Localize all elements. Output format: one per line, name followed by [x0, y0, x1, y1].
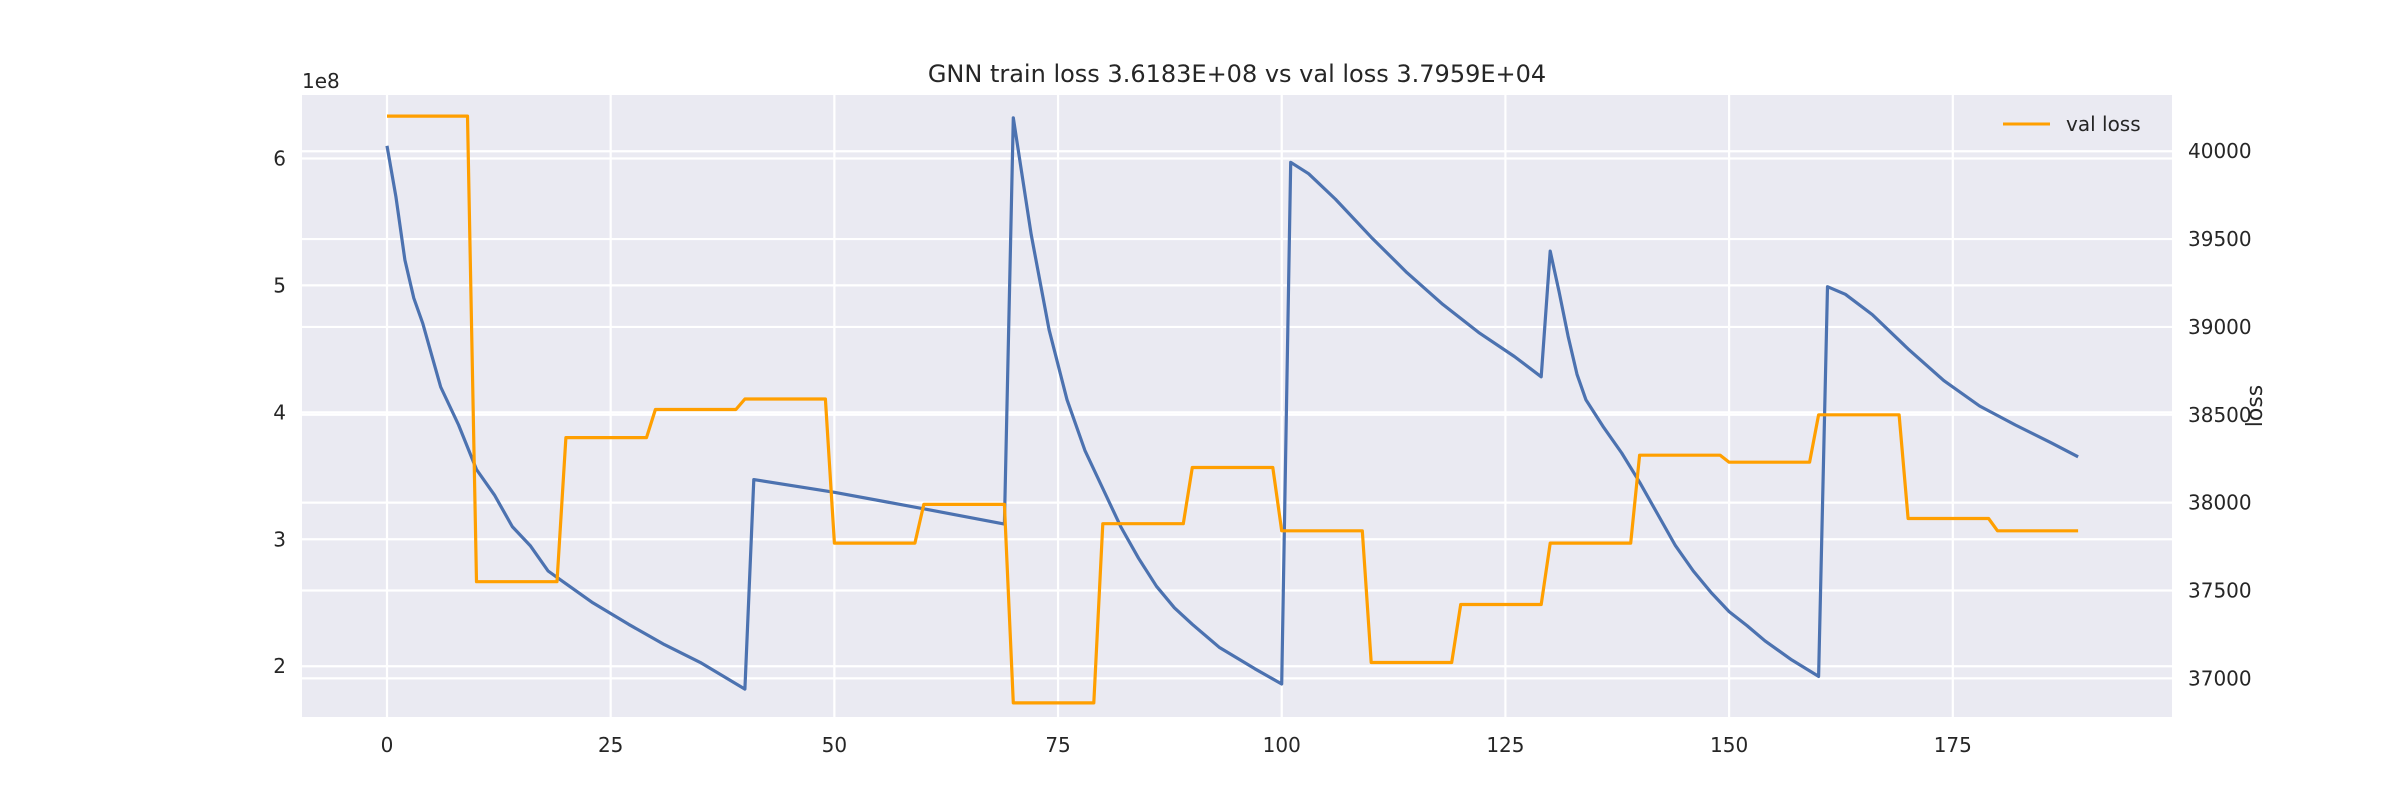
- legend-label-val-loss: val loss: [2066, 112, 2141, 136]
- x-tick-label: 75: [1045, 733, 1070, 757]
- right-tick-label: 38500: [2188, 403, 2252, 427]
- x-tick-label: 25: [598, 733, 623, 757]
- right-tick-label: 38000: [2188, 491, 2252, 515]
- right-axis-label: loss: [2243, 385, 2268, 428]
- x-tick-label: 175: [1934, 733, 1972, 757]
- left-tick-label: 3: [273, 527, 286, 551]
- legend: val loss: [2003, 112, 2141, 136]
- x-tick-label: 125: [1486, 733, 1524, 757]
- series-layer: [385, 114, 2079, 705]
- grid: [302, 95, 2172, 717]
- right-tick-label: 39000: [2188, 315, 2252, 339]
- x-tick-label: 50: [822, 733, 847, 757]
- left-tick-label: 2: [273, 654, 286, 678]
- plot-area: [302, 95, 2172, 717]
- left-tick-label: 4: [273, 400, 286, 424]
- tick-labels: 0 25 50 75 100 125 150 175 2 3 4 5 6 37000 37500 38000 3…: [273, 139, 2251, 757]
- left-tick-label: 6: [273, 146, 286, 170]
- right-tick-label: 40000: [2188, 139, 2252, 163]
- right-tick-label: 37500: [2188, 578, 2252, 602]
- train-loss-line: [385, 116, 2079, 691]
- left-tick-label: 5: [273, 273, 286, 297]
- right-tick-label: 39500: [2188, 227, 2252, 251]
- x-tick-label: 150: [1710, 733, 1748, 757]
- x-tick-label: 0: [381, 733, 394, 757]
- right-tick-label: 37000: [2188, 666, 2252, 690]
- left-axis-offset-text: 1e8: [302, 69, 340, 93]
- chart-title: GNN train loss 3.6183E+08 vs val loss 3.…: [928, 60, 1546, 88]
- x-tick-label: 100: [1263, 733, 1301, 757]
- val-loss-line: [387, 114, 2079, 705]
